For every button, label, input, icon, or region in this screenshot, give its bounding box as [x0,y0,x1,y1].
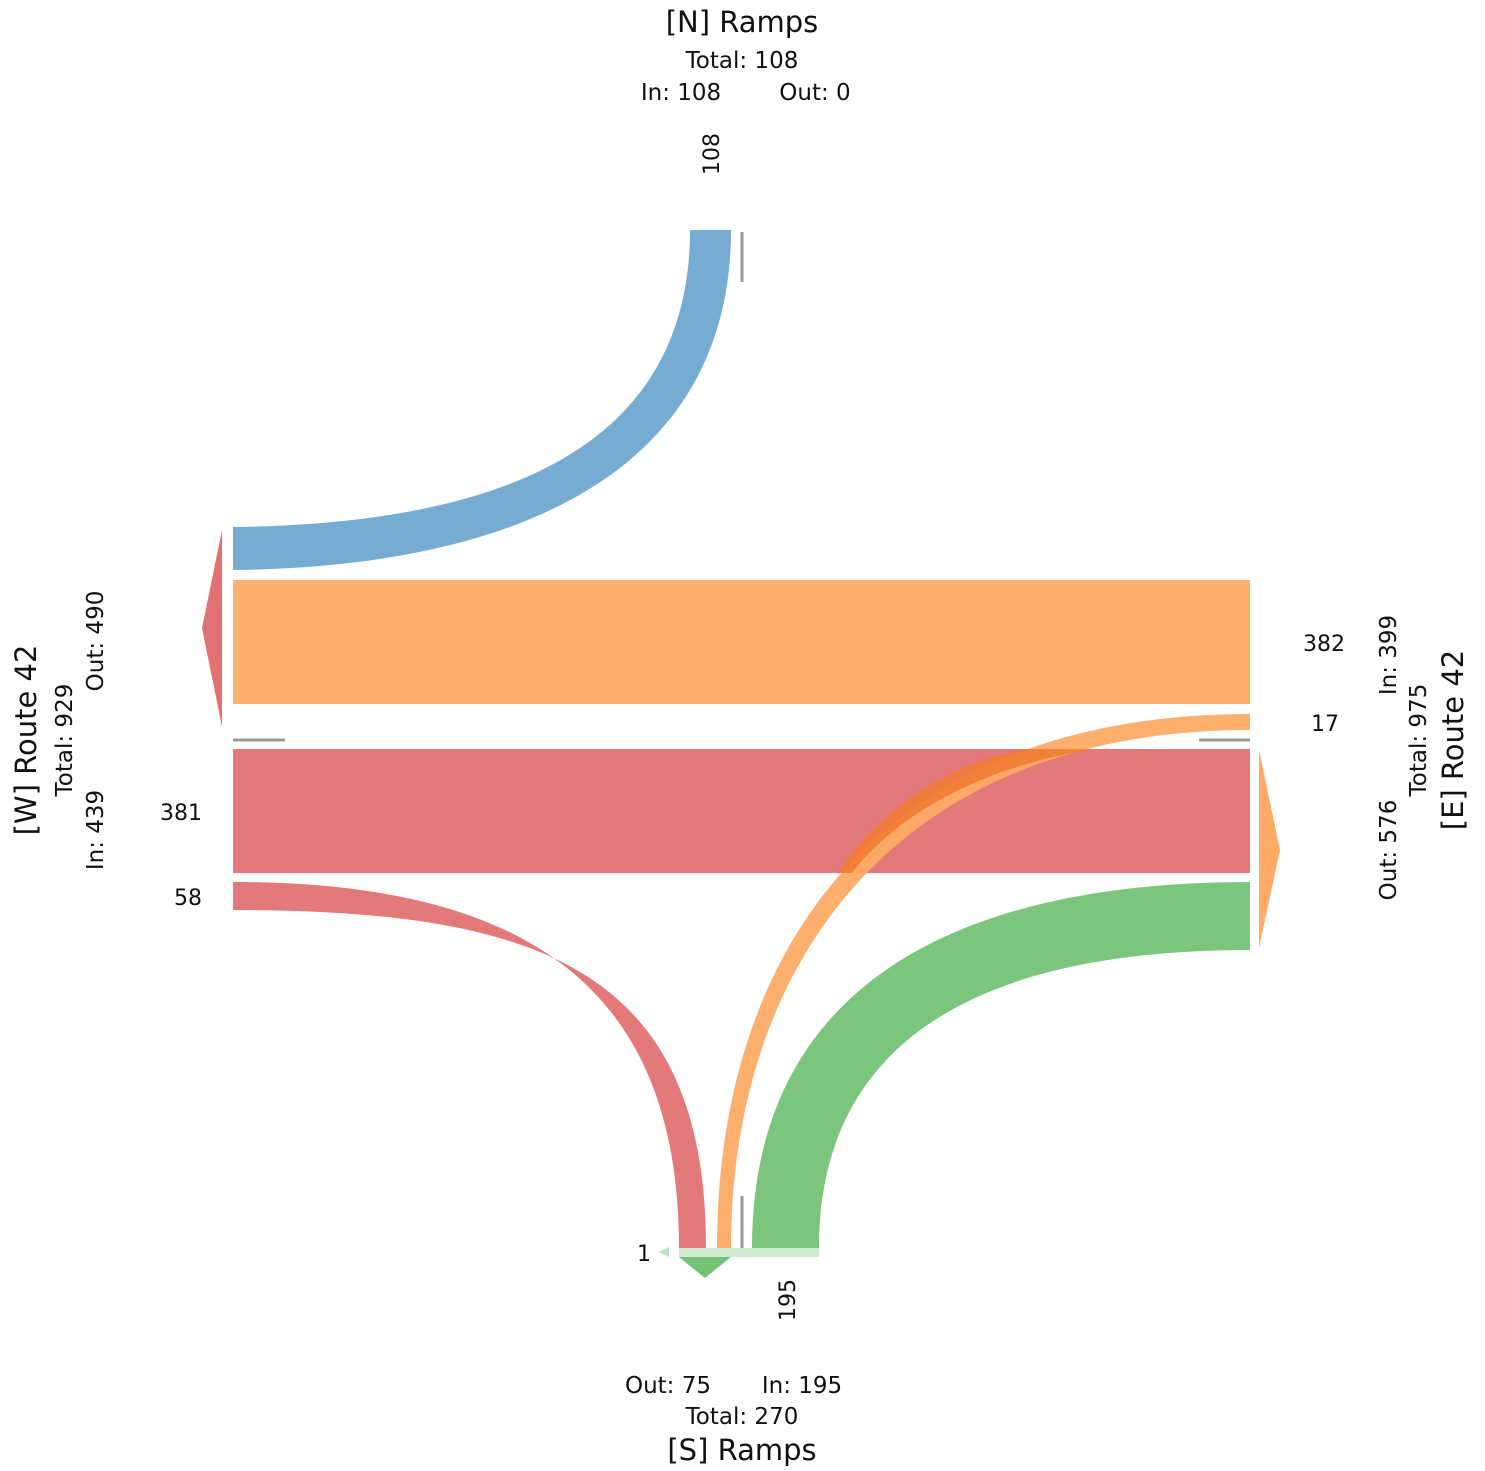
south-approach-name: [S] Ramps [667,1433,816,1467]
north-inbound-value: 108 [700,133,725,175]
east-left-value: 17 [1311,712,1339,737]
north-total-label: Total: 108 [685,48,799,74]
west-out-label: Out: 490 [83,591,109,692]
west-right-value: 58 [174,886,202,911]
flow-crossing-overlap [838,749,1095,873]
south-uturn-value: 1 [637,1242,651,1267]
west-in-label: In: 439 [83,790,109,870]
west-total-label: Total: 929 [52,684,78,798]
flow-west-to-south [233,882,706,1248]
east-outbound-arrow [1259,750,1280,948]
east-total-label: Total: 975 [1406,684,1432,798]
east-through-value: 382 [1303,632,1345,657]
south-outbound-bar [679,1248,819,1257]
west-through-value: 381 [160,801,202,826]
east-out-label: Out: 576 [1376,800,1402,901]
west-outbound-arrow [202,530,222,727]
south-uturn-arrow [659,1247,669,1257]
south-out-label: Out: 75 [625,1373,711,1399]
north-approach-name: [N] Ramps [666,5,819,39]
flow-south-to-east [752,882,1250,1248]
flow-west-through [233,749,1250,873]
west-approach-name: [W] Route 42 [9,645,43,836]
south-in-label: In: 195 [762,1373,842,1399]
north-out-label: Out: 0 [779,80,850,106]
east-approach-name: [E] Route 42 [1436,650,1470,830]
east-in-label: In: 399 [1376,615,1402,695]
north-in-label: In: 108 [641,80,721,106]
south-inbound-value: 195 [776,1279,801,1321]
flow-north-to-west [233,230,731,570]
south-outbound-arrow [679,1257,731,1278]
south-total-label: Total: 270 [685,1404,799,1430]
flow-east-through [233,580,1250,704]
